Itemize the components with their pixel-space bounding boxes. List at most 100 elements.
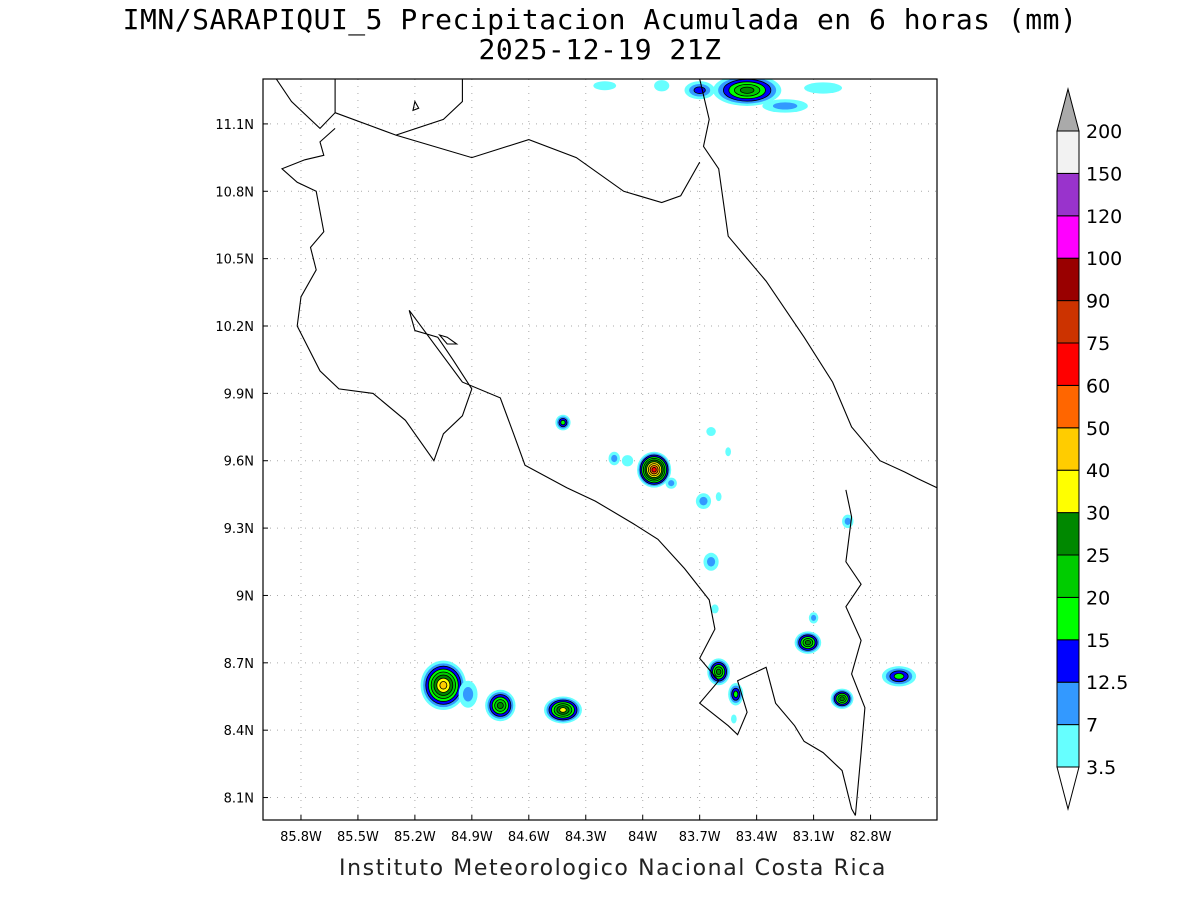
precip-contour xyxy=(725,447,732,457)
colorbar-swatch xyxy=(1056,512,1080,556)
precip-cell xyxy=(637,451,672,488)
precip-cell xyxy=(621,455,634,467)
longitude-axis: 85.8W 85.5W 85.2W 84.9W 84.6W 84.3W 84W 83.7W 83… xyxy=(280,815,892,845)
colorbar-swatch xyxy=(1056,172,1080,217)
coastline-lake_nicaragua xyxy=(395,79,463,136)
colorbar-label: 15 xyxy=(1086,630,1110,652)
precip-contour xyxy=(654,80,670,92)
colorbar-label: 30 xyxy=(1086,503,1110,525)
precip-contour xyxy=(621,455,634,467)
precip-cell xyxy=(725,447,732,457)
colorbar-swatch xyxy=(1056,300,1080,344)
colorbar-swatch xyxy=(1056,681,1080,726)
precip-cell xyxy=(808,612,819,624)
lon-tick-label: 85.5W xyxy=(337,830,379,845)
precip-cell xyxy=(706,427,716,437)
colorbar-lower-triangle xyxy=(1056,766,1080,811)
colorbar-swatch xyxy=(1056,257,1080,302)
precip-contour xyxy=(593,81,617,91)
colorbar-label: 100 xyxy=(1086,248,1122,270)
coastlines xyxy=(275,79,937,816)
precip-contour xyxy=(706,427,716,437)
colorbar-label: 150 xyxy=(1086,163,1122,185)
precip-contour xyxy=(496,701,504,710)
precip-contour xyxy=(559,707,567,713)
coastline-island xyxy=(412,99,420,112)
precip-cell xyxy=(608,451,620,466)
precip-cell xyxy=(711,604,719,614)
precip-contour xyxy=(733,690,739,698)
colorbar-label: 90 xyxy=(1086,291,1110,313)
precip-cell xyxy=(485,689,516,722)
precip-contour xyxy=(739,86,755,94)
precip-contour xyxy=(811,614,817,621)
precip-cell xyxy=(695,493,712,510)
coastline-main xyxy=(275,79,336,130)
precip-cell xyxy=(703,552,719,571)
lat-tick-label: 10.2N xyxy=(215,320,254,335)
precip-cell xyxy=(794,631,822,654)
lon-tick-label: 83.4W xyxy=(736,830,778,845)
precip-cell xyxy=(458,680,478,708)
colorbar-swatch xyxy=(1056,469,1080,514)
coastline-caribbean xyxy=(699,79,937,489)
colorbar-label: 120 xyxy=(1086,206,1122,228)
precip-cell xyxy=(728,683,744,706)
lon-tick-label: 83.7W xyxy=(679,830,721,845)
colorbar-swatch xyxy=(1056,427,1080,471)
precip-cell xyxy=(731,714,737,724)
chart-title: IMN/SARAPIQUI_5 Precipitacion Acumulada … xyxy=(122,3,1078,36)
precip-cell xyxy=(555,414,571,431)
lat-tick-label: 9N xyxy=(236,589,254,604)
precip-cell xyxy=(830,688,854,709)
colorbar-swatch xyxy=(1056,130,1080,174)
precip-cell xyxy=(762,99,808,113)
colorbar-swatch xyxy=(1056,639,1080,683)
lon-tick-label: 84.6W xyxy=(508,830,550,845)
lon-tick-label: 84W xyxy=(628,830,658,845)
precip-contour xyxy=(668,480,675,487)
colorbar-swatch xyxy=(1056,342,1080,386)
colorbar-swatch xyxy=(1056,596,1080,641)
precip-contour xyxy=(439,681,448,690)
colorbar-label: 25 xyxy=(1086,545,1110,567)
colorbar-label: 60 xyxy=(1086,375,1110,397)
colorbar-label: 20 xyxy=(1086,587,1110,609)
lon-tick-label: 85.8W xyxy=(280,830,322,845)
colorbar-upper-triangle xyxy=(1056,87,1080,132)
colorbar-label: 40 xyxy=(1086,460,1110,482)
coastline-pacific xyxy=(280,127,856,816)
latitude-axis: 11.1N 10.8N 10.5N 10.2N 9.9N 9.6N 9.3N 9N 8.7N 8.… xyxy=(215,118,268,807)
lat-tick-label: 8.7N xyxy=(224,657,254,672)
colorbar-label: 12.5 xyxy=(1086,672,1128,694)
colorbar-label: 75 xyxy=(1086,333,1110,355)
precip-contour xyxy=(715,492,722,502)
lat-tick-label: 8.1N xyxy=(224,792,254,807)
precip-contour xyxy=(693,86,706,94)
precip-cell xyxy=(593,81,617,91)
precipitation-cells xyxy=(420,79,917,724)
colorbar-swatch xyxy=(1056,384,1080,429)
precip-cell xyxy=(707,658,731,686)
precip-contour xyxy=(651,467,657,473)
precip-contour xyxy=(772,102,798,110)
precip-contour xyxy=(711,604,719,614)
lon-tick-label: 84.3W xyxy=(565,830,607,845)
map-grid xyxy=(263,79,937,820)
precip-contour xyxy=(611,454,618,463)
colorbar-swatch xyxy=(1056,554,1080,598)
coastline-chira xyxy=(438,333,459,345)
chart-subtitle: 2025-12-19 21Z xyxy=(478,33,722,66)
precip-contour xyxy=(715,668,722,675)
precip-contour xyxy=(804,639,811,646)
lat-tick-label: 10.8N xyxy=(215,185,254,200)
lon-tick-label: 85.2W xyxy=(394,830,436,845)
precip-cell xyxy=(804,82,843,94)
plot-frame xyxy=(262,78,938,821)
credit-text: Instituto Meteorologico Nacional Costa R… xyxy=(339,856,887,881)
precip-cell xyxy=(881,666,917,687)
precip-contour xyxy=(804,82,843,94)
precip-contour xyxy=(699,496,708,506)
precip-contour xyxy=(844,517,851,525)
